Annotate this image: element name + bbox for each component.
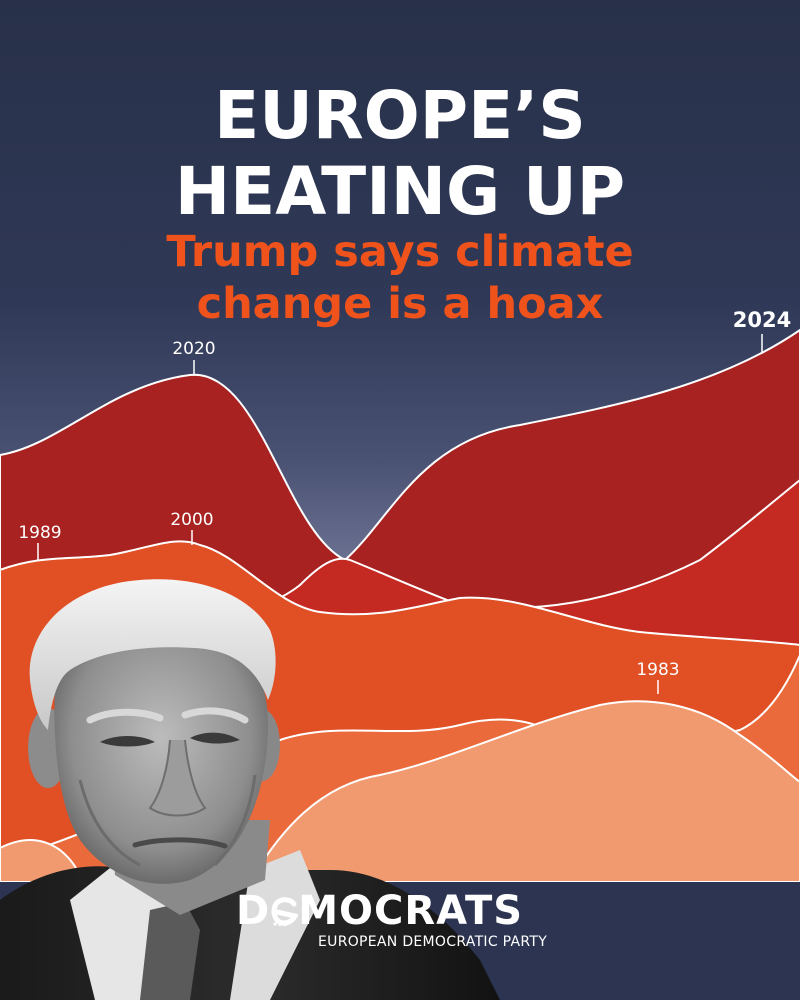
portrait-image (0, 579, 500, 1000)
label-2024: 2024 (733, 308, 791, 332)
logo-e-mark-icon (270, 890, 299, 927)
label-1989: 1989 (18, 523, 61, 543)
subheadline-line-1: Trump says climate (166, 227, 634, 277)
logo-name-rest: MOCRATS (298, 888, 524, 934)
headline-line-1: EUROPE’S (214, 77, 586, 154)
label-2020: 2020 (172, 339, 215, 359)
logo-tagline: EUROPEAN DEMOCRATIC PARTY (318, 934, 548, 950)
label-1983: 1983 (636, 660, 679, 680)
logo-letter-d: D (236, 888, 271, 934)
democrats-logo: D MOCRATS (236, 888, 523, 934)
layer-peach (248, 700, 800, 883)
headline-line-2: HEATING UP (174, 153, 626, 230)
headline: EUROPE’S HEATING UP (0, 78, 800, 230)
subheadline-line-2: change is a hoax (196, 279, 604, 329)
label-2000: 2000 (170, 510, 213, 530)
subheadline: Trump says climate change is a hoax (0, 226, 800, 330)
